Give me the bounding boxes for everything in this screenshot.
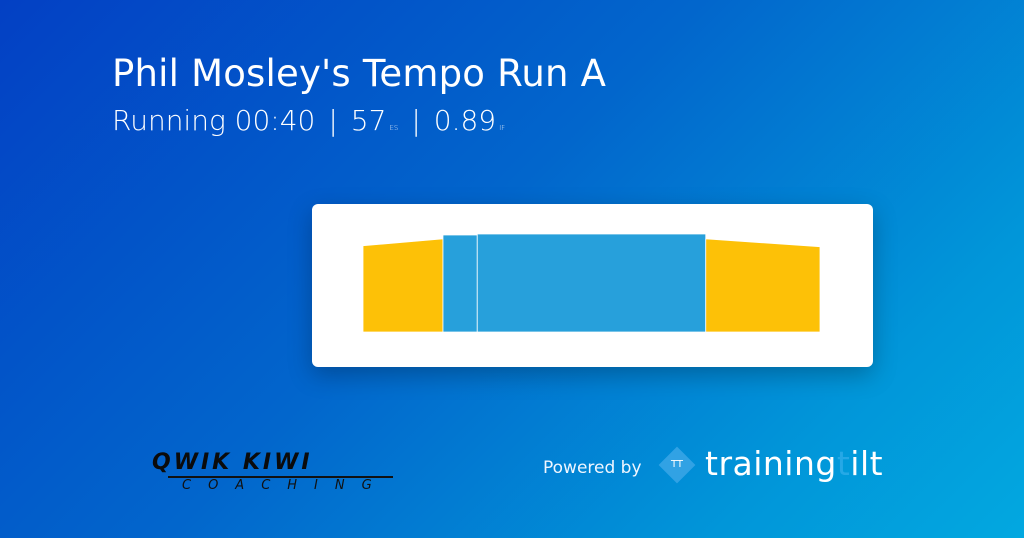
intensity-factor-unit: IF [499, 124, 506, 132]
workout-segment-1 [362, 238, 444, 333]
brand-t: t [836, 444, 851, 483]
brand-suffix: ilt [850, 444, 884, 483]
trainingtilt-icon-text: TT [670, 459, 684, 470]
trainingtilt-logo: trainingtilt [705, 444, 883, 483]
effort-score-unit: ES [389, 124, 399, 132]
brand-prefix: training [705, 444, 837, 483]
intensity-factor: 0.89 [433, 104, 497, 137]
separator: | [411, 104, 421, 137]
logo-subtitle: COACHING [182, 478, 389, 493]
logo-underline [168, 476, 393, 478]
workout-summary: Running 00:40 | 57 ES | 0.89 IF [112, 104, 505, 137]
powered-by-label: Powered by [543, 458, 642, 478]
workout-chart [362, 233, 821, 333]
workout-chart-card [312, 204, 873, 367]
workout-segment-2 [442, 234, 478, 333]
logo-wordmark: QWIK KIWI [152, 450, 313, 475]
workout-segment-4 [705, 238, 821, 333]
qwik-kiwi-logo: QWIK KIWI COACHING [128, 446, 398, 496]
sport-duration: Running 00:40 [112, 104, 316, 137]
separator: | [328, 104, 338, 137]
workout-title: Phil Mosley's Tempo Run A [112, 52, 607, 95]
workout-segment-3 [476, 233, 707, 333]
effort-score: 57 [350, 104, 387, 137]
